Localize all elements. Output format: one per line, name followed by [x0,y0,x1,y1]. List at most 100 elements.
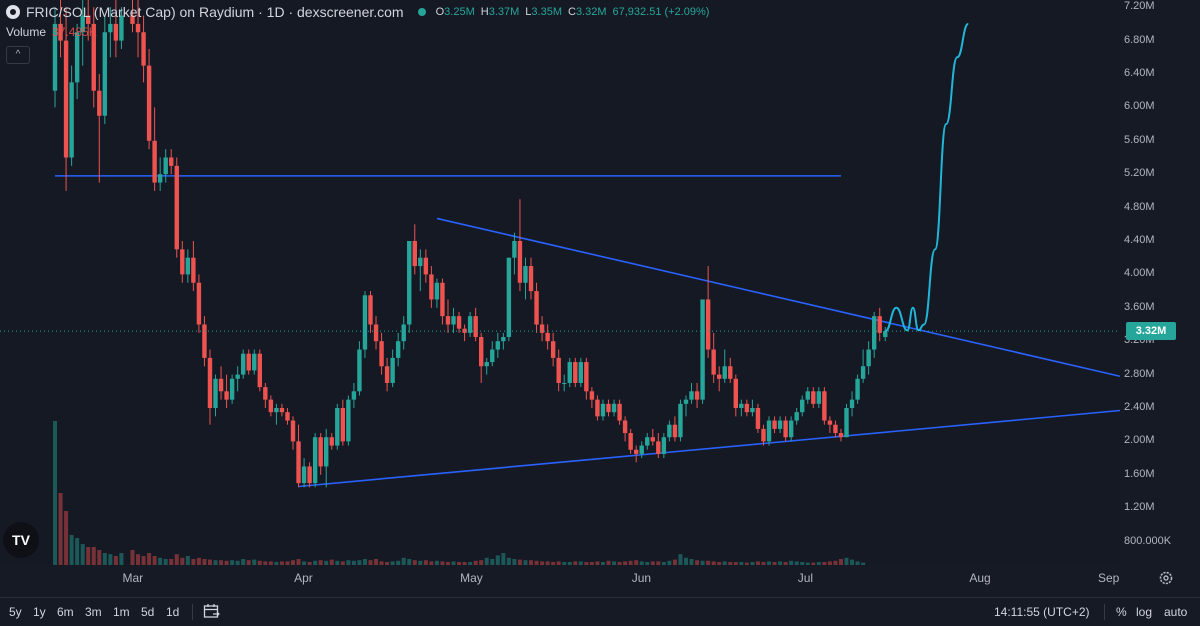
volume-bar [529,560,534,565]
candle-body [871,316,877,350]
tradingview-logo-icon[interactable]: TV [3,522,39,558]
candle-body [860,366,866,379]
candle-body [180,249,185,275]
volume-bar [263,561,268,565]
candle-body [290,420,296,442]
price-tick-label: 6.80M [1124,33,1155,46]
candle-body [451,316,456,325]
candle-body [645,437,650,446]
calendar-goto-icon[interactable] [203,603,221,619]
candle-body [285,412,290,421]
candle-body [229,378,235,400]
candle-body [783,420,788,438]
candle-body [866,349,871,367]
range-6m-button[interactable]: 6m [57,605,74,619]
volume-bar [340,561,345,565]
volume-bar [91,547,96,565]
price-axis[interactable]: 7.20M 6.80M 6.40M 6.00M 5.60M 5.20M 4.80M 4.40M… [1120,0,1200,565]
candle-body [130,15,135,24]
candle-body [490,349,495,363]
candle-body [573,362,578,383]
time-tick-label: Apr [294,571,313,585]
candle-body [484,362,489,367]
candle-body [672,424,678,438]
volume-bar [838,559,843,565]
candlestick-chart[interactable] [0,0,1120,565]
volume-bar [58,493,63,565]
candle-body [772,420,777,429]
volume-bar [767,561,772,565]
volume-bar [805,562,810,565]
price-tick-label: 4.80M [1124,200,1155,213]
range-1m-button[interactable]: 1m [113,605,130,619]
last-price-badge: 3.32M [1126,322,1176,340]
price-tick-label: 1.20M [1124,501,1155,514]
volume-bar [468,562,473,565]
range-1y-button[interactable]: 1y [33,605,46,619]
volume-bar [113,556,118,565]
candle-body [700,299,705,400]
range-1d-button[interactable]: 1d [166,605,180,619]
dexscreener-logo-icon [6,5,20,19]
volume-bar [551,562,556,565]
candle-body [827,420,833,425]
range-5y-button[interactable]: 5y [9,605,22,619]
volume-bar [53,421,57,565]
candle-body [711,349,716,375]
range-5d-button[interactable]: 5d [141,605,155,619]
time-tick-label: Jul [797,571,814,585]
time-axis[interactable]: Mar Apr May Jun Jul Aug Sep [0,565,1200,593]
candle-body [307,466,312,484]
range-3m-button[interactable]: 3m [85,605,102,619]
volume-bar [656,561,661,565]
clock[interactable]: 14:11:55 (UTC+2) [994,605,1090,619]
volume-bar [191,559,196,565]
candle-body [811,391,816,404]
candle-body [794,412,799,421]
candle-body [373,324,379,342]
candle-body [423,257,429,275]
candle-body [805,391,810,400]
candle-body [279,408,285,413]
candle-body [429,274,434,300]
candle-body [202,324,207,358]
volume-bar [379,561,384,565]
ascending-trendline [298,409,1120,488]
candle-body [174,165,179,250]
volume-bar [412,560,417,565]
candle-body [368,295,373,325]
gear-icon[interactable] [1158,570,1174,586]
candle-body [750,408,755,413]
volume-bar [562,562,567,565]
log-toggle[interactable]: log [1136,605,1153,619]
candle-body [102,32,108,116]
volume-bar [224,560,229,565]
volume-bar [407,559,412,565]
auto-toggle[interactable]: auto [1164,605,1188,619]
candle-body [661,437,667,454]
candle-body [739,403,744,408]
volume-bar [744,562,749,565]
candle-body [733,378,739,408]
volume-bar [750,562,755,565]
volume-bar [196,557,201,565]
candle-body [534,291,539,325]
chart-area[interactable]: FRIC/SOL (Market Cap) on Raydium · 1D · … [0,0,1120,565]
bottom-toolbar: 5y 1y 6m 3m 1m 5d 1d 14:11:55 (UTC+2) % … [0,597,1200,626]
candle-body [722,366,727,379]
collapse-legend-button[interactable]: ^ [6,46,30,64]
candle-body [58,23,63,41]
volume-bar [346,560,351,565]
candle-body [473,316,478,338]
volume-bar [595,561,600,565]
candle-body [274,408,279,413]
percent-toggle[interactable]: % [1116,605,1127,619]
price-tick-label: 2.00M [1124,434,1155,447]
candle-body [324,437,329,467]
candle-body [595,399,600,417]
price-tick-label: 5.60M [1124,133,1155,146]
candle-body [717,374,722,379]
volume-bar [844,557,849,565]
candle-body [218,378,224,392]
candle-body [207,357,213,408]
